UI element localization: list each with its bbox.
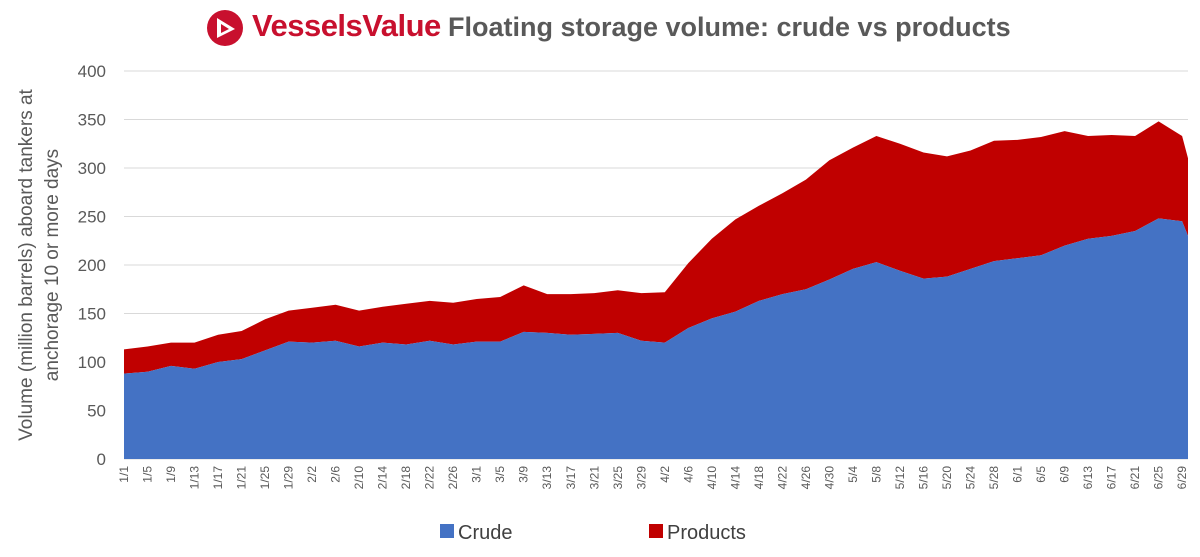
y-tick-label: 250 — [78, 208, 106, 227]
legend-swatch — [440, 524, 454, 538]
y-tick-label: 0 — [97, 450, 106, 469]
y-tick-label: 50 — [87, 402, 106, 421]
x-tick-label: 5/8 — [869, 466, 883, 483]
x-tick-label: 3/9 — [517, 466, 531, 483]
x-tick-label: 2/14 — [376, 466, 390, 490]
x-tick-label: 1/9 — [164, 466, 178, 483]
x-tick-label: 1/1 — [117, 466, 131, 483]
x-tick-label: 2/10 — [352, 466, 366, 490]
x-tick-label: 6/5 — [1034, 466, 1048, 483]
x-axis: 1/1 1/5 1/9 1/13 1/17 1/21 1/25 1/29 2/2 2/6 2/10 2… — [117, 466, 1189, 490]
brand-name: VesselsValue — [252, 8, 441, 43]
x-tick-label: 1/13 — [188, 466, 202, 490]
x-tick-label: 5/20 — [940, 466, 954, 490]
x-tick-label: 3/1 — [470, 466, 484, 483]
x-tick-label: 6/9 — [1058, 466, 1072, 483]
y-tick-label: 300 — [78, 159, 106, 178]
x-tick-label: 3/17 — [564, 466, 578, 490]
y-tick-label: 100 — [78, 353, 106, 372]
products-area — [124, 121, 1188, 374]
y-tick-label: 150 — [78, 305, 106, 324]
x-tick-label: 6/21 — [1128, 466, 1142, 490]
x-tick-label: 4/2 — [658, 466, 672, 483]
x-tick-label: 3/5 — [493, 466, 507, 483]
x-tick-label: 1/21 — [235, 466, 249, 490]
chart-title: Floating storage volume: crude vs produc… — [448, 12, 1011, 42]
chart-header: VesselsValue Floating storage volume: cr… — [0, 0, 1200, 60]
x-tick-label: 6/29 — [1175, 466, 1189, 490]
x-tick-label: 6/17 — [1105, 466, 1119, 490]
x-tick-label: 3/29 — [634, 466, 648, 490]
x-tick-label: 4/18 — [752, 466, 766, 490]
y-axis-label-line-1: Volume (million barrels) aboard tankers … — [16, 88, 37, 440]
x-tick-label: 5/4 — [846, 466, 860, 483]
crude-area — [124, 218, 1188, 459]
legend-label: Crude — [458, 522, 512, 544]
legend: Crude Products — [440, 522, 746, 544]
y-tick-label: 200 — [78, 256, 106, 275]
x-tick-label: 3/25 — [611, 466, 625, 490]
x-tick-label: 6/25 — [1152, 466, 1166, 490]
x-tick-label: 2/2 — [305, 466, 319, 483]
x-tick-label: 4/10 — [705, 466, 719, 490]
x-tick-label: 1/5 — [141, 466, 155, 483]
x-tick-label: 2/6 — [329, 466, 343, 483]
y-axis-label-line-2: anchorage 10 or more days — [42, 149, 63, 381]
x-tick-label: 5/24 — [964, 466, 978, 490]
x-tick-label: 5/28 — [987, 466, 1001, 490]
x-tick-label: 4/14 — [728, 466, 742, 490]
x-tick-label: 6/13 — [1081, 466, 1095, 490]
vesselsvalue-logo-icon — [207, 10, 243, 46]
y-tick-label: 350 — [78, 111, 106, 130]
x-tick-label: 4/6 — [681, 466, 695, 483]
x-tick-label: 1/29 — [282, 466, 296, 490]
x-tick-label: 4/30 — [822, 466, 836, 490]
y-axis: 0 50 100 150 200 250 300 350 400 — [78, 62, 106, 469]
legend-swatch — [649, 524, 663, 538]
x-tick-label: 6/1 — [1011, 466, 1025, 483]
x-tick-label: 5/12 — [893, 466, 907, 490]
x-tick-label: 4/26 — [799, 466, 813, 490]
legend-label: Products — [667, 522, 746, 544]
x-tick-label: 4/22 — [775, 466, 789, 490]
x-tick-label: 5/16 — [917, 466, 931, 490]
x-tick-label: 1/17 — [211, 466, 225, 490]
x-tick-label: 1/25 — [258, 466, 272, 490]
area-series — [124, 121, 1188, 459]
x-tick-label: 2/22 — [423, 466, 437, 490]
x-tick-label: 2/18 — [399, 466, 413, 490]
y-tick-label: 400 — [78, 62, 106, 81]
x-tick-label: 2/26 — [446, 466, 460, 490]
x-tick-label: 3/13 — [540, 466, 554, 490]
x-tick-label: 3/21 — [587, 466, 601, 490]
